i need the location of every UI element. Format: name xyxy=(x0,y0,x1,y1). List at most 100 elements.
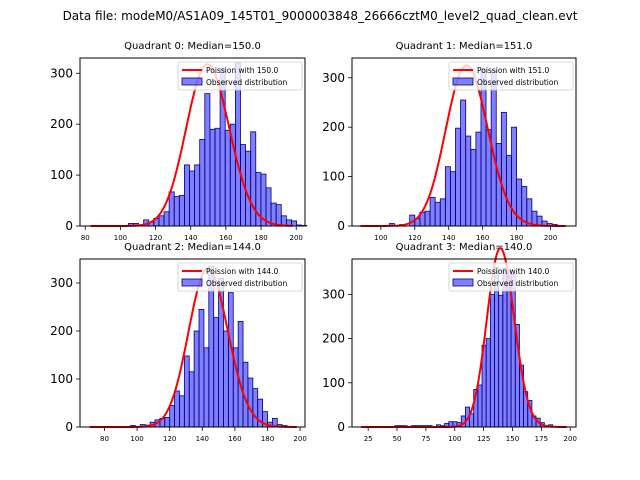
panels: Quadrant 0: Median=150.0 0 100 200 300 80 100 1… xyxy=(50,41,577,443)
panel-title: Quadrant 0: Median=150.0 xyxy=(124,41,261,52)
legend-label-observed: Observed distribution xyxy=(206,279,287,288)
panel-title: Quadrant 3: Median=140.0 xyxy=(396,242,533,253)
x-tick-label: 140 xyxy=(184,234,197,242)
bar xyxy=(183,355,190,428)
bar xyxy=(252,388,259,428)
legend: Poission with 150.0 Observed distribution xyxy=(177,61,303,91)
bar xyxy=(158,215,165,227)
legend-box xyxy=(448,61,574,91)
axes-frame xyxy=(79,258,306,428)
x-tick-label: 160 xyxy=(476,234,489,242)
legend: Poission with 151.0 Observed distribution xyxy=(448,61,574,91)
bar xyxy=(198,308,205,428)
x-tick-label: 175 xyxy=(535,435,548,443)
legend-label-observed: Observed distribution xyxy=(206,78,287,87)
bar xyxy=(494,267,500,428)
bar xyxy=(184,164,190,227)
bar xyxy=(194,164,201,227)
legend: Poission with 140.0 Observed distribution xyxy=(448,262,574,292)
legend-bar-swatch xyxy=(452,278,474,287)
bar xyxy=(480,68,487,227)
y-tick-label: 0 xyxy=(337,420,345,434)
legend-label-poisson: Poission with 151.0 xyxy=(477,66,550,75)
x-tick-label: 200 xyxy=(564,435,577,443)
bar xyxy=(439,198,446,227)
bar xyxy=(214,127,221,227)
bar xyxy=(498,294,504,428)
bar xyxy=(245,150,252,227)
bar xyxy=(237,320,244,428)
bar xyxy=(424,210,431,227)
x-tick-label: 120 xyxy=(163,435,176,443)
x-tick-label: 160 xyxy=(219,234,232,242)
x-tick-label: 180 xyxy=(261,435,274,443)
x-tick-label: 100 xyxy=(448,435,461,443)
panel-quadrant-1: Quadrant 1: Median=151.0 0 100 200 300 100 120… xyxy=(322,41,577,242)
legend-bar-swatch xyxy=(181,77,203,86)
x-tick-label: 150 xyxy=(506,435,519,443)
bar xyxy=(179,395,185,428)
x-tick-label: 100 xyxy=(114,234,127,242)
bar xyxy=(227,292,234,428)
y-tick-label: 200 xyxy=(322,120,345,134)
bar xyxy=(470,149,477,227)
legend-box xyxy=(177,262,303,292)
bar xyxy=(209,128,216,227)
bar xyxy=(223,330,229,428)
legend-label-observed: Observed distribution xyxy=(477,279,558,288)
bar xyxy=(255,172,262,227)
x-tick-label: 25 xyxy=(364,435,373,443)
bar xyxy=(168,191,175,227)
y-tick-label: 100 xyxy=(50,372,73,386)
panel-title: Quadrant 2: Median=144.0 xyxy=(124,242,261,253)
bar xyxy=(434,201,441,227)
x-tick-label: 120 xyxy=(408,234,421,242)
x-tick-label: 100 xyxy=(130,435,143,443)
y-tick-label: 200 xyxy=(50,324,73,338)
bars xyxy=(127,62,308,227)
suptitle: Data file: modeM0/AS1A09_145T01_90000038… xyxy=(63,9,578,23)
x-tick-label: 75 xyxy=(421,435,430,443)
x-tick-label: 200 xyxy=(293,435,306,443)
y-tick-label: 100 xyxy=(322,376,345,390)
bar xyxy=(204,93,211,227)
y-tick-label: 100 xyxy=(50,168,73,182)
x-tick-label: 100 xyxy=(374,234,387,242)
bars xyxy=(394,267,554,428)
axes-frame xyxy=(351,258,577,428)
panel-quadrant-0: Quadrant 0: Median=150.0 0 100 200 300 80 100 1… xyxy=(50,41,308,242)
bar xyxy=(485,338,491,428)
x-tick-label: 120 xyxy=(149,234,162,242)
panel-quadrant-2: Quadrant 2: Median=144.0 0 100 200 300 80 100 1… xyxy=(50,242,307,443)
bar xyxy=(475,131,482,227)
bar xyxy=(455,127,462,227)
bar xyxy=(199,139,206,227)
legend-bar-swatch xyxy=(452,77,474,86)
bar xyxy=(465,135,472,227)
legend-box xyxy=(448,262,574,292)
x-tick-label: 140 xyxy=(442,234,455,242)
legend: Poission with 144.0 Observed distribution xyxy=(177,262,303,292)
legend-label-poisson: Poission with 140.0 xyxy=(477,267,550,276)
bar xyxy=(247,377,254,428)
bar xyxy=(189,170,196,227)
bar xyxy=(224,129,231,227)
bar xyxy=(250,131,257,227)
bars xyxy=(388,68,558,227)
x-tick-label: 160 xyxy=(228,435,241,443)
y-tick-label: 0 xyxy=(337,219,345,233)
bar xyxy=(163,211,170,227)
bar xyxy=(203,347,210,428)
x-tick-label: 80 xyxy=(81,234,90,242)
axes-frame xyxy=(351,57,577,227)
x-tick-label: 200 xyxy=(290,234,303,242)
panel-quadrant-3: Quadrant 3: Median=140.0 0 100 200 300 25 50 75… xyxy=(322,242,577,443)
y-tick-label: 300 xyxy=(322,71,345,85)
y-tick-label: 200 xyxy=(50,117,73,131)
bar xyxy=(173,196,180,227)
bar xyxy=(188,371,195,428)
legend-label-poisson: Poission with 144.0 xyxy=(206,267,279,276)
legend-bar-swatch xyxy=(181,278,203,287)
bar xyxy=(500,111,507,227)
